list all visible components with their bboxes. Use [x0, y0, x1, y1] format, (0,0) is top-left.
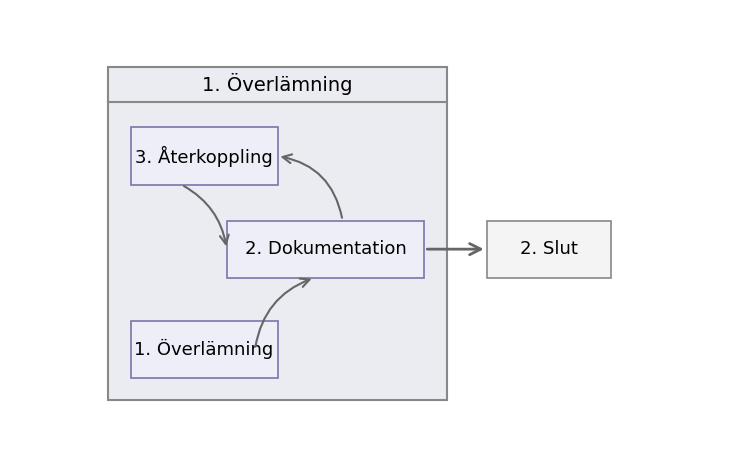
- FancyBboxPatch shape: [227, 220, 424, 278]
- Text: 2. Dokumentation: 2. Dokumentation: [245, 240, 407, 258]
- Text: 1. Överlämning: 1. Överlämning: [134, 339, 274, 359]
- Text: 1. Överlämning: 1. Överlämning: [203, 73, 353, 95]
- Text: 2. Slut: 2. Slut: [520, 240, 577, 258]
- FancyBboxPatch shape: [487, 220, 611, 278]
- FancyBboxPatch shape: [130, 127, 278, 185]
- FancyBboxPatch shape: [108, 66, 447, 399]
- Text: 3. Återkoppling: 3. Återkoppling: [136, 146, 273, 166]
- FancyBboxPatch shape: [130, 321, 278, 378]
